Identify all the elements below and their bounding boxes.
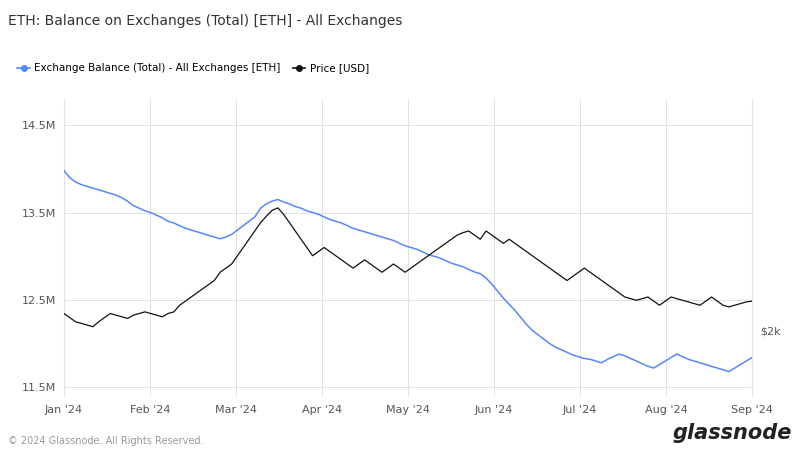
Text: © 2024 Glassnode. All Rights Reserved.: © 2024 Glassnode. All Rights Reserved. bbox=[8, 436, 203, 446]
Legend: Exchange Balance (Total) - All Exchanges [ETH], Price [USD]: Exchange Balance (Total) - All Exchanges… bbox=[14, 59, 373, 77]
Text: ETH: Balance on Exchanges (Total) [ETH] - All Exchanges: ETH: Balance on Exchanges (Total) [ETH] … bbox=[8, 14, 402, 27]
Text: glassnode: glassnode bbox=[673, 423, 792, 443]
